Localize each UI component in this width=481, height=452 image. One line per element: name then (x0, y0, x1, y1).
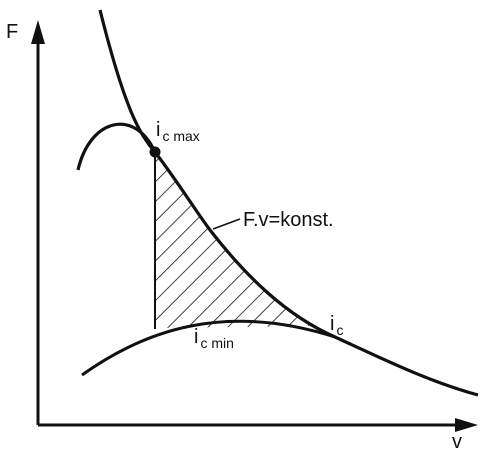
hyperbola (98, 9, 479, 397)
tangent-point (149, 146, 161, 158)
hyperbola-label: F.v=konst. (243, 209, 334, 231)
max-curve (76, 122, 157, 171)
y-arrow (31, 20, 45, 44)
hatched-area (155, 152, 312, 328)
leader-line (212, 218, 241, 230)
x-arrow (455, 418, 478, 432)
min-curve (81, 319, 336, 377)
y-label: F (6, 21, 18, 43)
x-label: v (452, 431, 462, 452)
